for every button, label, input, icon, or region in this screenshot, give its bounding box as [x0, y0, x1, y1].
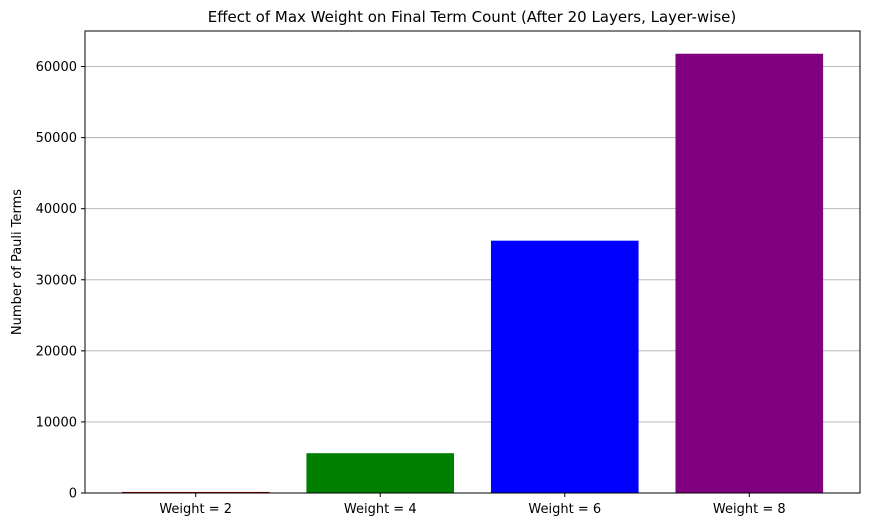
y-tick-label: 20000	[36, 344, 77, 359]
x-axis-ticks: Weight = 2 Weight = 4 Weight = 6 Weight = 8	[159, 493, 786, 517]
bar	[306, 453, 455, 493]
y-tick-label: 50000	[36, 131, 77, 146]
y-axis-ticks: 0 10000 20000 30000 40000 50000 60000	[36, 60, 85, 502]
bar	[675, 53, 824, 493]
bars	[121, 53, 824, 493]
plot-frame	[84, 30, 861, 494]
x-tick-label: Weight = 6	[528, 502, 601, 517]
y-tick-label: 40000	[36, 202, 77, 217]
x-tick-label: Weight = 8	[713, 502, 786, 517]
y-axis-label: Number of Pauli Terms	[10, 189, 25, 335]
y-tick-label: 0	[69, 487, 77, 502]
y-tick-label: 10000	[36, 415, 77, 430]
x-tick-label: Weight = 4	[344, 502, 417, 517]
bar	[490, 240, 639, 493]
chart-title: Effect of Max Weight on Final Term Count…	[208, 8, 736, 26]
y-tick-label: 60000	[36, 60, 77, 75]
x-tick-label: Weight = 2	[159, 502, 232, 517]
bar	[121, 491, 270, 493]
y-tick-label: 30000	[36, 273, 77, 288]
